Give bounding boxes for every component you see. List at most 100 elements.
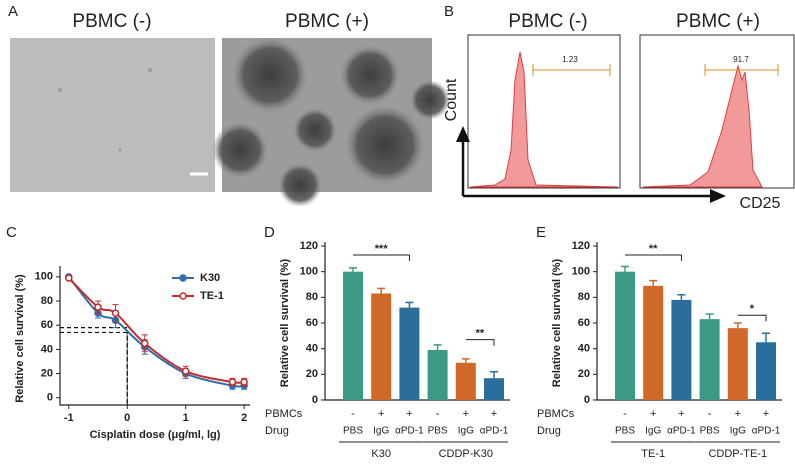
histogram	[467, 34, 621, 189]
significance-bracket	[465, 339, 495, 346]
error-bar	[705, 313, 714, 320]
reference-line	[60, 331, 128, 405]
group-label: K30	[371, 448, 391, 460]
y-axis-label: Relative cell survival (%)	[551, 258, 563, 387]
significance-label: **	[476, 328, 485, 340]
axis-label: Count	[443, 78, 460, 121]
axis	[59, 266, 250, 406]
x-tick-label: IgG	[645, 426, 661, 437]
error-bar	[762, 332, 770, 343]
histogram-title: PBMC (+)	[676, 11, 760, 32]
x-tick-label: PBS	[700, 426, 720, 437]
significance-label: ***	[375, 243, 389, 255]
pbmc-label: +	[735, 408, 741, 420]
y-tick-label: 20	[41, 367, 53, 379]
significance-bracket	[625, 254, 682, 261]
x-tick-label: IgG	[373, 426, 389, 437]
image-title: PBMC (-)	[72, 11, 151, 32]
x-tick-label: 2	[241, 412, 247, 424]
gate-label: 91.7	[733, 55, 749, 64]
bar	[343, 271, 363, 400]
error-bar	[377, 287, 386, 294]
bar	[756, 342, 776, 400]
x-tick-label: PBS	[428, 426, 448, 437]
error-bar	[677, 294, 686, 300]
point	[111, 309, 120, 317]
bar	[727, 328, 748, 400]
row-label: PBMCs	[265, 408, 303, 420]
point	[141, 339, 149, 348]
point	[181, 367, 190, 375]
error-bar	[433, 344, 442, 350]
micrograph	[10, 38, 215, 192]
y-tick-label: 100	[300, 266, 318, 278]
y-axis-label: Relative cell survival (%)	[14, 274, 26, 403]
bar	[671, 299, 692, 400]
bar	[427, 349, 448, 400]
x-tick-label: IgG	[730, 426, 746, 437]
x-tick-label: PBS	[343, 426, 363, 437]
y-tick-label: 0	[47, 392, 53, 404]
error-bar	[349, 267, 357, 272]
x-tick-label: -1	[64, 412, 74, 424]
y-tick-label: 120	[300, 240, 318, 252]
row-label: PBMCs	[537, 408, 575, 420]
row-label: Drug	[537, 425, 561, 437]
gate-label: 1.23	[562, 55, 578, 64]
x-tick-label: αPD-1	[752, 426, 781, 437]
bar	[615, 271, 635, 400]
histogram	[639, 34, 795, 189]
significance-bracket	[737, 314, 767, 322]
significance-bracket	[353, 254, 410, 261]
legend-marker	[179, 292, 187, 300]
y-tick-label: 40	[41, 343, 53, 355]
x-tick-label: IgG	[458, 426, 474, 437]
point	[240, 378, 248, 386]
panel-label: B	[444, 3, 454, 20]
group-label: TE-1	[641, 448, 665, 460]
pbmc-label: -	[623, 408, 627, 420]
y-tick-label: 80	[41, 295, 53, 307]
error-bar	[405, 301, 414, 308]
bar	[371, 293, 392, 400]
pbmc-label: +	[763, 408, 769, 420]
panel-label: C	[6, 224, 17, 241]
axis-label: CD25	[740, 195, 781, 212]
group-label: CDDP-TE-1	[708, 448, 767, 460]
significance-label: *	[750, 303, 755, 315]
panel-label: D	[264, 224, 275, 241]
pbmc-label: +	[463, 408, 469, 420]
point	[228, 378, 237, 386]
pbmc-label: -	[436, 408, 440, 420]
micrograph	[212, 37, 450, 207]
histogram-title: PBMC (-)	[508, 11, 587, 32]
pbmc-label: +	[491, 408, 497, 420]
significance-label: **	[649, 243, 658, 255]
x-tick-label: αPD-1	[395, 426, 424, 437]
legend-label: K30	[200, 272, 220, 284]
pbmc-label: +	[678, 408, 684, 420]
x-tick-label: 0	[124, 412, 130, 424]
x-tick-label: 1	[183, 412, 189, 424]
error-bar	[733, 322, 742, 329]
x-tick-label: αPD-1	[480, 426, 509, 437]
bar	[484, 378, 504, 400]
error-bar	[490, 371, 498, 379]
row-label: Drug	[265, 425, 289, 437]
pbmc-label: -	[708, 408, 712, 420]
legend-marker	[179, 274, 187, 282]
error-bar	[621, 265, 629, 272]
y-tick-label: 100	[572, 266, 590, 278]
group-label: CDDP-K30	[439, 448, 493, 460]
pbmc-label: +	[406, 408, 412, 420]
y-tick-label: 20	[306, 368, 318, 380]
y-tick-label: 80	[306, 291, 318, 303]
legend-label: TE-1	[200, 290, 224, 302]
point	[94, 303, 102, 311]
y-tick-label: 20	[578, 368, 590, 380]
y-tick-label: 60	[306, 317, 318, 329]
y-tick-label: 60	[578, 317, 590, 329]
pbmc-label: +	[378, 408, 384, 420]
x-tick-label: PBS	[615, 426, 635, 437]
y-tick-label: 100	[35, 271, 53, 283]
